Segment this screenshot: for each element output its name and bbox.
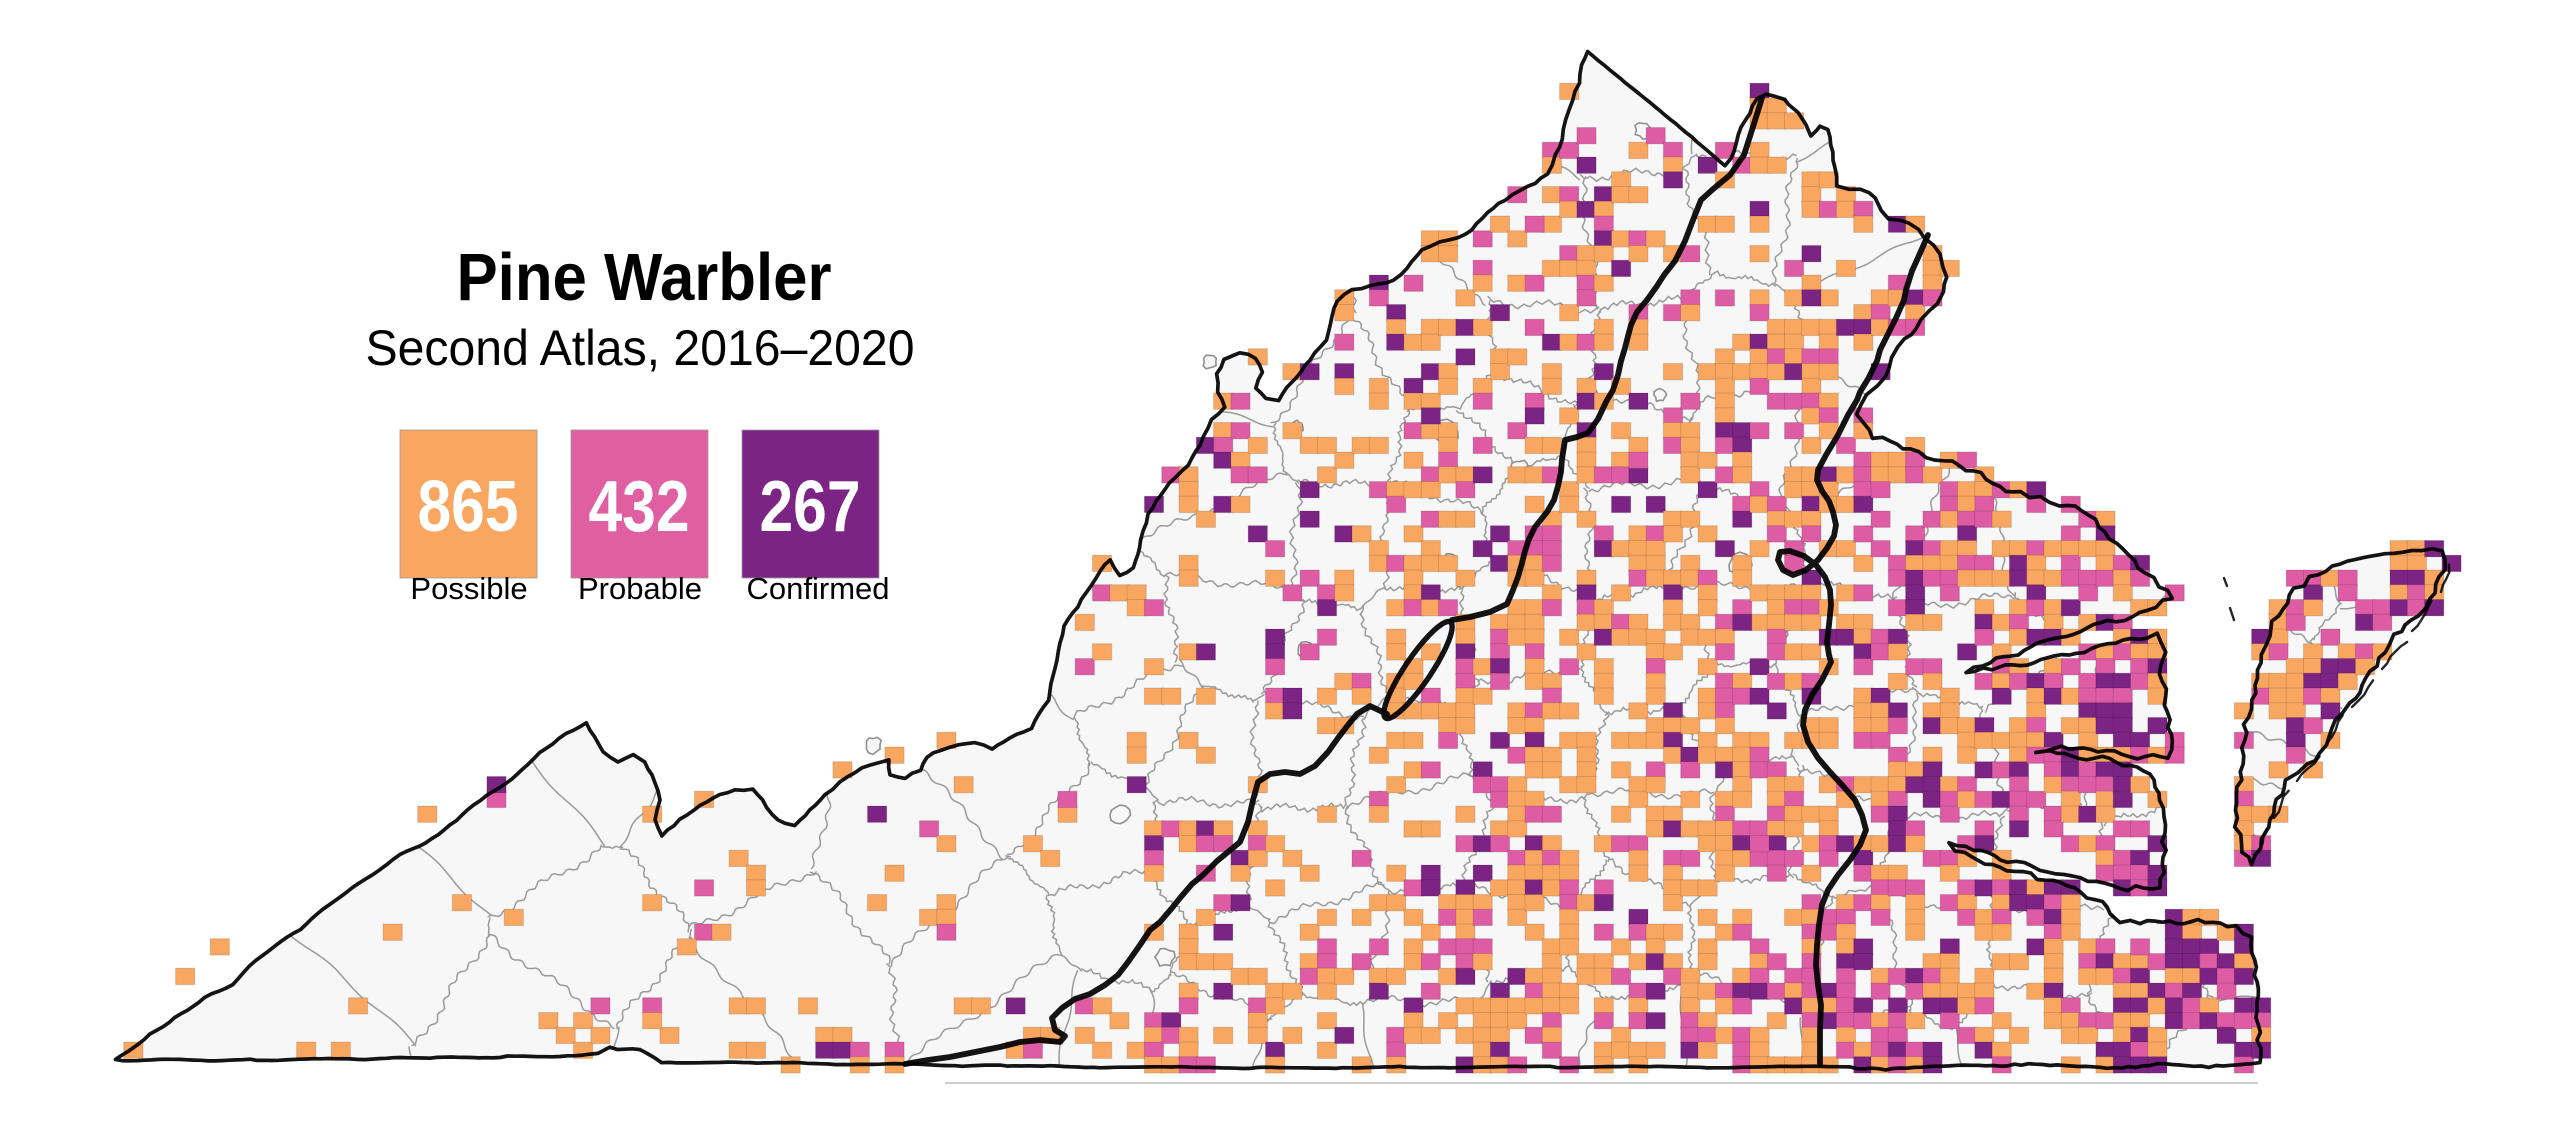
- svg-text:Second Atlas, 2016–2020: Second Atlas, 2016–2020: [366, 320, 915, 376]
- svg-text:Confirmed: Confirmed: [747, 571, 890, 606]
- svg-text:267: 267: [760, 467, 861, 547]
- svg-text:865: 865: [418, 467, 519, 547]
- svg-text:Possible: Possible: [410, 571, 527, 606]
- svg-text:Probable: Probable: [578, 571, 702, 606]
- svg-text:Pine Warbler: Pine Warbler: [457, 240, 832, 315]
- svg-text:432: 432: [589, 467, 690, 547]
